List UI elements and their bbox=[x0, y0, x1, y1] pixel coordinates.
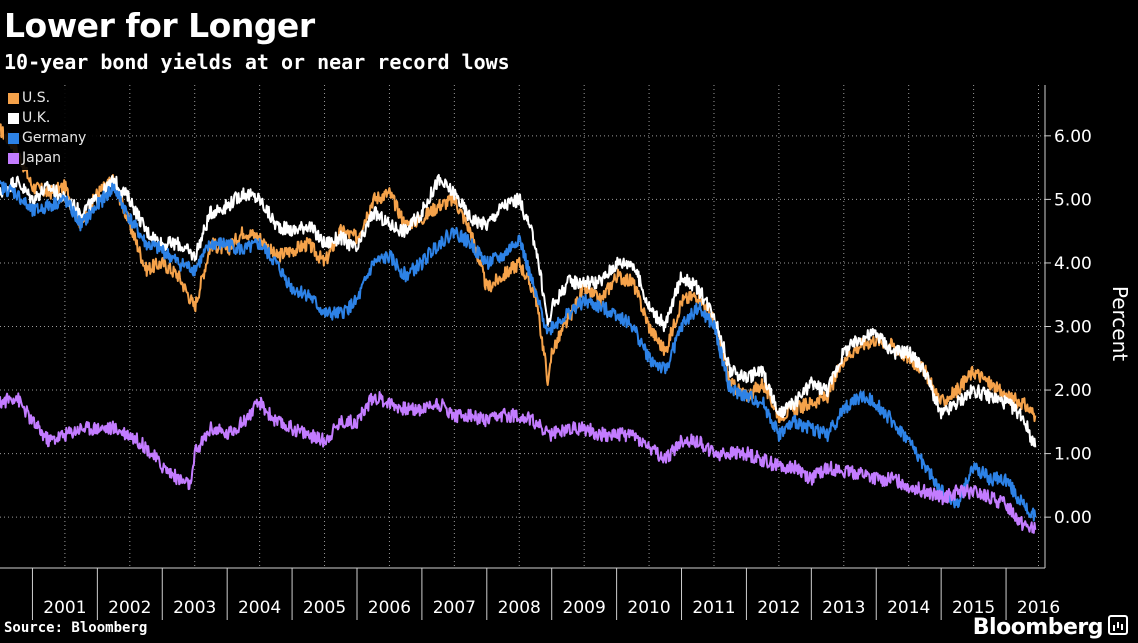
legend-label-germany: Germany bbox=[22, 130, 87, 146]
series-lines bbox=[0, 123, 1037, 534]
chart-subtitle: 10-year bond yields at or near record lo… bbox=[4, 50, 510, 74]
y-tick-label: 3.00 bbox=[1054, 318, 1092, 338]
legend-swatch-uk bbox=[8, 112, 19, 124]
x-tick-label: 2003 bbox=[173, 598, 216, 618]
chart-axes: 0.00 1.00 2.00 3.00 4.00 5.00 6.00 Percent 2001 2… bbox=[0, 85, 1132, 620]
legend-item-germany: Germany bbox=[4, 128, 100, 148]
y-tick-label: 5.00 bbox=[1054, 190, 1092, 210]
y-tick-label: 0.00 bbox=[1054, 508, 1092, 528]
x-tick-label: 2014 bbox=[887, 598, 930, 618]
x-tick-label: 2001 bbox=[43, 598, 86, 618]
x-tick-label: 2015 bbox=[952, 598, 995, 618]
x-tick-label: 2006 bbox=[368, 598, 411, 618]
source-note: Source: Bloomberg bbox=[4, 620, 148, 636]
legend-label-uk: U.K. bbox=[22, 110, 51, 126]
x-tick-label: 2008 bbox=[498, 598, 541, 618]
legend-item-japan: Japan bbox=[4, 148, 100, 168]
x-tick-label: 2007 bbox=[433, 598, 476, 618]
series-line-uk bbox=[0, 173, 1037, 448]
chart-legend: U.S. U.K. Germany Japan bbox=[4, 88, 100, 170]
legend-swatch-japan bbox=[8, 152, 19, 164]
legend-label-us: U.S. bbox=[22, 90, 51, 106]
y-axis-label: Percent bbox=[1108, 286, 1132, 361]
x-tick-label: 2012 bbox=[757, 598, 800, 618]
y-tick-label: 2.00 bbox=[1054, 381, 1092, 401]
legend-label-japan: Japan bbox=[22, 150, 62, 166]
bloomberg-logo: Bloomberg bbox=[973, 615, 1128, 640]
x-tick-label: 2005 bbox=[303, 598, 346, 618]
series-line-japan bbox=[0, 391, 1037, 534]
x-tick-label: 2009 bbox=[563, 598, 606, 618]
chart-title: Lower for Longer bbox=[4, 6, 315, 45]
legend-item-uk: U.K. bbox=[4, 108, 100, 128]
series-line-germany bbox=[0, 180, 1037, 522]
x-tick-label: 2010 bbox=[627, 598, 670, 618]
bloomberg-terminal-icon bbox=[1108, 615, 1128, 635]
y-tick-label: 1.00 bbox=[1054, 445, 1092, 465]
grid-lines bbox=[0, 85, 1045, 568]
brand-name: Bloomberg bbox=[972, 615, 1104, 640]
x-tick-label: 2002 bbox=[108, 598, 151, 618]
legend-swatch-germany bbox=[8, 132, 19, 144]
y-tick-label: 6.00 bbox=[1054, 127, 1092, 147]
y-tick-label: 4.00 bbox=[1054, 254, 1092, 274]
x-tick-label: 2013 bbox=[822, 598, 865, 618]
legend-item-us: U.S. bbox=[4, 88, 100, 108]
legend-swatch-us bbox=[8, 92, 19, 104]
x-tick-label: 2011 bbox=[692, 598, 735, 618]
x-tick-label: 2004 bbox=[238, 598, 281, 618]
x-tick-label: 2016 bbox=[1017, 598, 1060, 618]
series-line-us bbox=[0, 123, 1037, 424]
